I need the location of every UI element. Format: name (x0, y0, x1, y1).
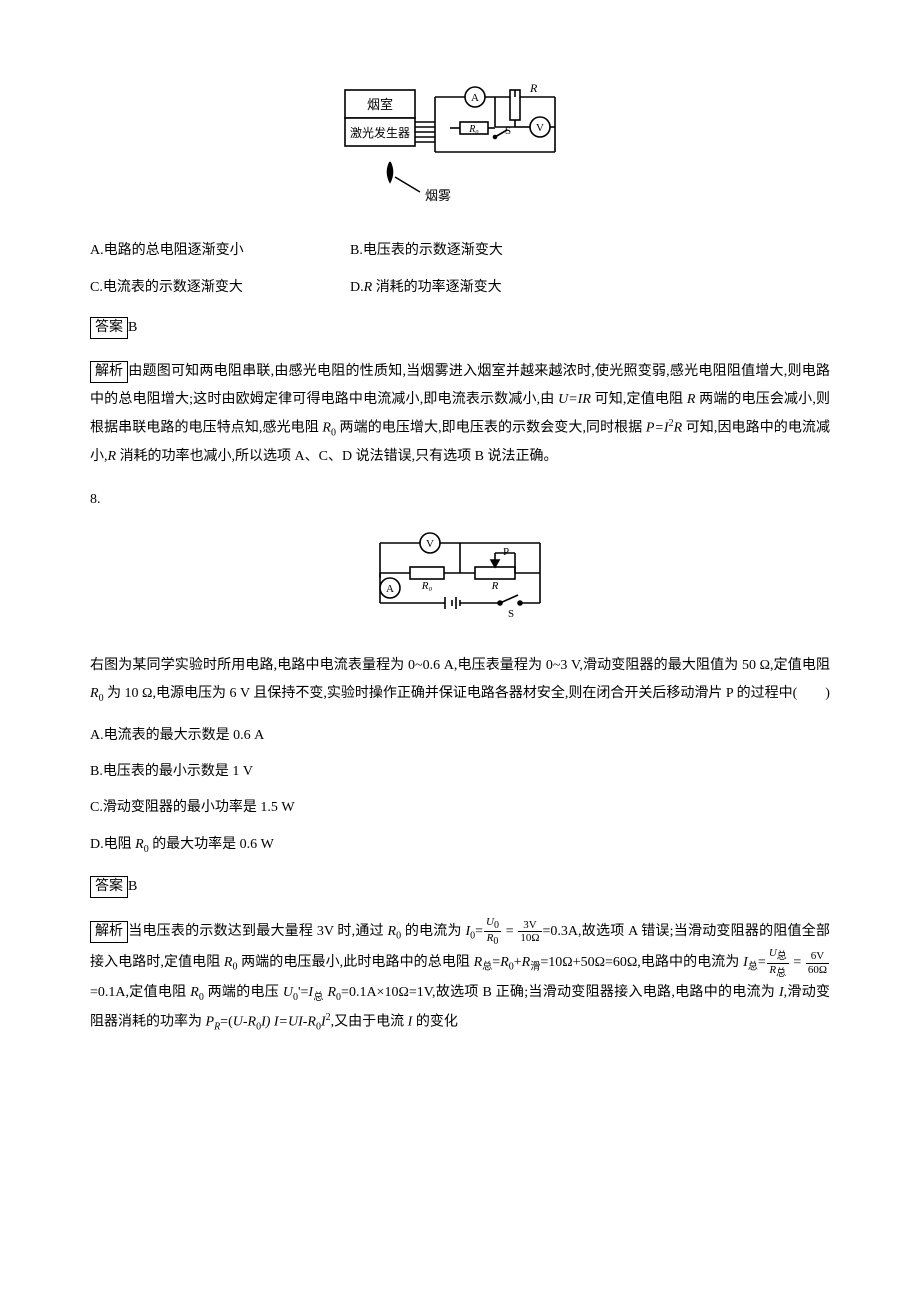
svg-text:A: A (471, 92, 479, 104)
q8a26: =0.1A,定值电阻 (90, 985, 190, 1000)
q7-answer: 答案B (90, 317, 830, 339)
q8-qd: 为 10 Ω,电源电压为 6 V 且保持不变,实验时操作正确并保证电路各器材安全… (104, 686, 830, 701)
q7-option-d: D.R 消耗的功率逐渐变大 (350, 277, 502, 299)
svg-text:S: S (508, 608, 514, 620)
svg-text:烟雾: 烟雾 (425, 188, 451, 203)
q8a8: = (502, 924, 517, 939)
q7-answer-label: 答案 (90, 317, 128, 339)
svg-text:R: R (491, 580, 499, 592)
q8a21: =10Ω+50Ω=60Ω,电路中的电流为 (540, 955, 743, 970)
q7-t6: R (322, 420, 331, 435)
q8f2d: 10Ω (518, 932, 541, 944)
q8a34: 总 (313, 992, 324, 1003)
q8f2n: 3V (518, 919, 541, 932)
q7-t9: P=I (646, 420, 669, 435)
q8-answer-label: 答案 (90, 876, 128, 898)
q8a27: R (190, 985, 199, 1000)
q8a37: =0.1A×10Ω=1V,故选项 B 正确;当滑动变阻器接入电路,电路中的电流为 (341, 985, 779, 1000)
svg-text:P: P (503, 546, 509, 558)
svg-text:R₀: R₀ (468, 124, 479, 135)
q8-analysis: 解析当电压表的示数达到最大量程 3V 时,通过 R0 的电流为 I0=U0R0 … (90, 916, 830, 1037)
q8a16: R (500, 955, 509, 970)
q8a49: ,又由于电流 (331, 1014, 408, 1029)
svg-text:烟室: 烟室 (367, 97, 393, 112)
q7-option-d-suffix: 消耗的功率逐渐变大 (372, 280, 502, 295)
q7-circuit-figure: 烟室 激光发生器 烟雾 A R R₀ S (90, 82, 830, 220)
q8a1: 当电压表的示数达到最大量程 3V 时,通过 (128, 924, 388, 939)
q8-number: 8. (90, 489, 830, 511)
q7-options-row1: A.电路的总电阻逐渐变小 B.电压表的示数逐渐变大 (90, 240, 830, 262)
q7-t8: 两端的电压增大,即电压表的示数会变大,同时根据 (336, 420, 646, 435)
q8a18: + (514, 955, 522, 970)
q8f1na: U (486, 916, 494, 928)
q8-qb: R (90, 686, 99, 701)
q8a12: 两端的电压最小,此时电路中的总电阻 (237, 955, 473, 970)
q8-option-c: C.滑动变阻器的最小功率是 1.5 W (90, 797, 830, 819)
q8-circuit-figure: V A R₀ R P S (90, 523, 830, 631)
q8f3db: 总 (776, 968, 786, 979)
q8a25: = (790, 955, 805, 970)
svg-text:A: A (386, 583, 394, 595)
q7-option-d-prefix: D. (350, 280, 364, 295)
q7-options-row2: C.电流表的示数逐渐变大 D.R 消耗的功率逐渐变大 (90, 277, 830, 299)
svg-text:激光发生器: 激光发生器 (350, 125, 410, 140)
q7-t13: 消耗的功率也减小,所以选项 A、C、D 说法错误,只有选项 B 说法正确。 (116, 449, 557, 464)
q8-frac2: 3V10Ω (518, 919, 541, 944)
q8f1db: 0 (493, 936, 498, 947)
q7-answer-value: B (128, 320, 137, 335)
q8-qa: 右图为某同学实验时所用电路,电路中电流表量程为 0~0.6 A,电压表量程为 0… (90, 658, 830, 673)
q8-option-a: A.电流表的最大示数是 0.6 A (90, 725, 830, 747)
q7-option-b: B.电压表的示数逐渐变大 (350, 240, 503, 262)
q7-option-d-var: R (364, 280, 373, 295)
q8-frac1: U0R0 (484, 916, 501, 947)
q8a51: 的变化 (412, 1014, 458, 1029)
q8f1nb: 0 (494, 920, 499, 931)
q8a19: R (522, 955, 531, 970)
q8-analysis-label: 解析 (90, 921, 128, 943)
q8a43: U-R (233, 1014, 256, 1029)
q8a30: U (283, 985, 293, 1000)
q8a24: = (758, 955, 766, 970)
q7-t3: 可知,定值电阻 (591, 392, 687, 407)
q8-option-d: D.电阻 R0 的最大功率是 0.6 W (90, 834, 830, 858)
q8a42: =( (220, 1014, 233, 1029)
q8-frac4: 6V60Ω (806, 950, 829, 975)
q7-analysis: 解析由题图可知两电阻串联,由感光电阻的性质知,当烟雾进入烟室并越来越浓时,使光照… (90, 358, 830, 471)
q8-question: 右图为某同学实验时所用电路,电路中电流表量程为 0~0.6 A,电压表量程为 0… (90, 652, 830, 709)
svg-text:R₀: R₀ (421, 580, 433, 592)
q8a2: R (388, 924, 397, 939)
q8a32: '= (298, 985, 308, 1000)
q8f3na: U (769, 947, 777, 959)
svg-text:V: V (536, 122, 544, 134)
q8-d-var: R (135, 837, 144, 852)
q7-analysis-label: 解析 (90, 361, 128, 383)
q8a40: P (206, 1014, 215, 1029)
svg-text:R: R (529, 82, 538, 95)
q7-t12: R (108, 449, 117, 464)
q8a45: I) I=UI-R (261, 1014, 316, 1029)
q8f4d: 60Ω (806, 964, 829, 976)
q8-d-suffix: 的最大功率是 0.6 W (149, 837, 274, 852)
q8-options: A.电流表的最大示数是 0.6 A B.电压表的最小示数是 1 V C.滑动变阻… (90, 725, 830, 858)
q8-answer: 答案B (90, 876, 830, 898)
q8f3nb: 总 (777, 952, 787, 963)
q8f4n: 6V (806, 950, 829, 963)
q7-option-c: C.电流表的示数逐渐变大 (90, 277, 350, 299)
q8-option-b: B.电压表的最小示数是 1 V (90, 761, 830, 783)
q8a20: 滑 (530, 962, 540, 973)
q8a35: R (324, 985, 336, 1000)
q8-d-prefix: D.电阻 (90, 837, 135, 852)
q8a23: 总 (748, 962, 758, 973)
svg-text:V: V (426, 538, 434, 550)
q7-option-a: A.电路的总电阻逐渐变小 (90, 240, 350, 262)
q8-frac3: U总R总 (767, 947, 789, 978)
q8a29: 两端的电压 (204, 985, 283, 1000)
q8a4: 的电流为 (401, 924, 465, 939)
q7-t2: U=IR (558, 392, 591, 407)
q7-t10: R (674, 420, 683, 435)
q8a13: R (474, 955, 483, 970)
q8-answer-value: B (128, 879, 137, 894)
q8a14: 总 (482, 962, 492, 973)
q8a7: = (475, 924, 483, 939)
